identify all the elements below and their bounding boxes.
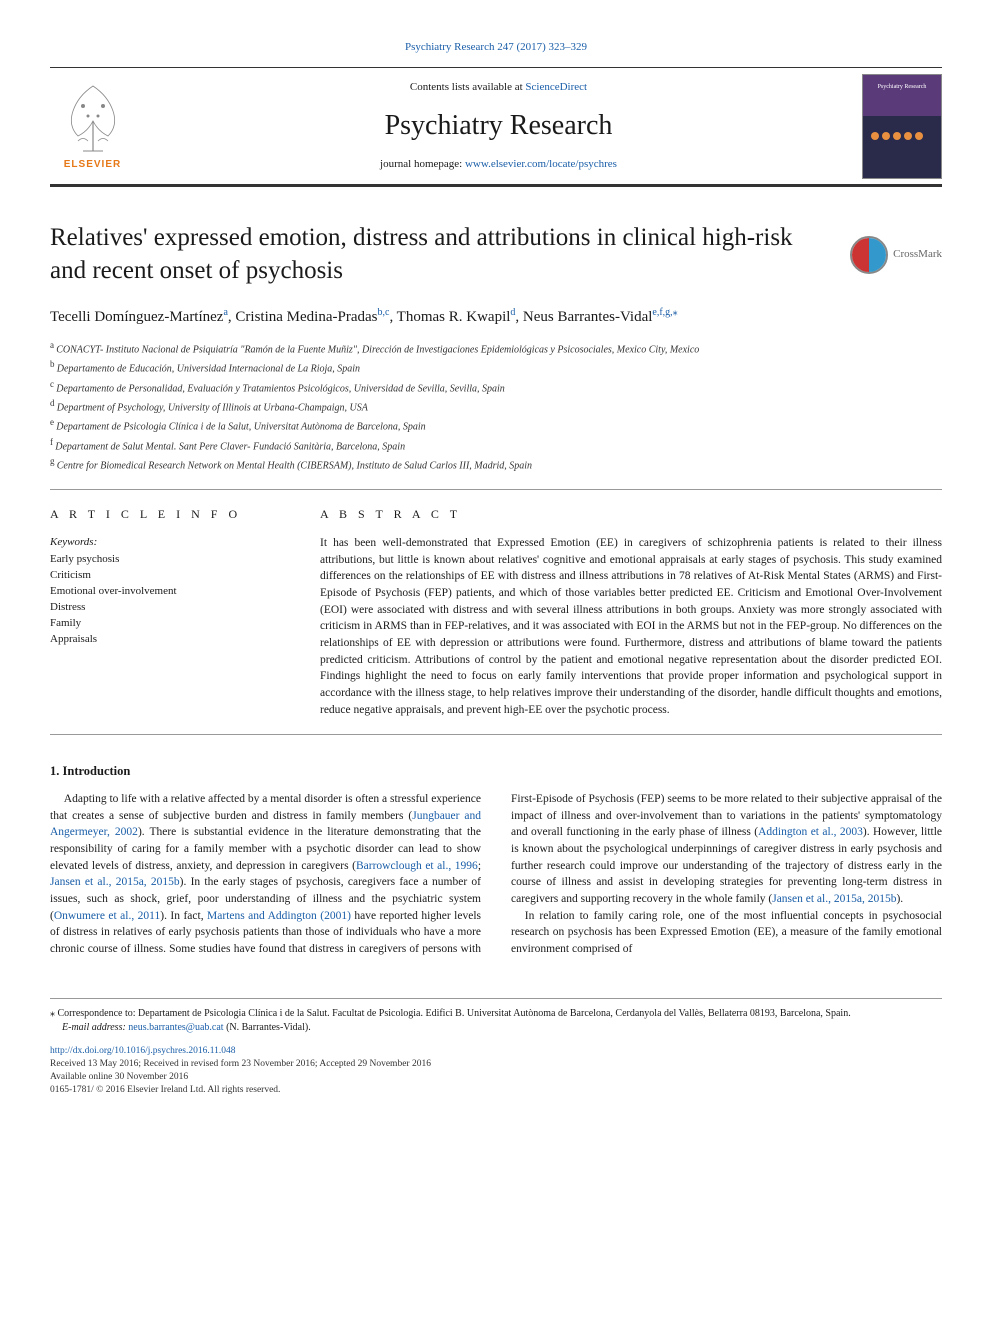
abstract: A B S T R A C T It has been well-demonst… [320,506,942,718]
citation-link[interactable]: Jungbauer and Angermeyer, 2002 [50,810,481,839]
info-abstract-row: A R T I C L E I N F O Keywords: Early ps… [50,506,942,718]
divider [50,489,942,490]
affiliation: g Centre for Biomedical Research Network… [50,455,942,473]
keyword: Appraisals [50,632,280,648]
section-heading: 1. Introduction [50,763,942,781]
keyword: Family [50,616,280,632]
affiliation: a CONACYT- Instituto Nacional de Psiquia… [50,339,942,357]
citation-link[interactable]: Jansen et al., 2015a, 2015b [50,876,180,888]
crossmark-icon [850,236,888,274]
keyword: Distress [50,600,280,616]
keyword: Emotional over-involvement [50,584,280,600]
article-info-label: A R T I C L E I N F O [50,506,280,523]
keywords-list: Early psychosisCriticismEmotional over-i… [50,552,280,648]
elsevier-logo[interactable]: ELSEVIER [50,76,135,176]
body-paragraph: In relation to family caring role, one o… [511,908,942,958]
abstract-label: A B S T R A C T [320,506,942,523]
author: Cristina Medina-Pradasb,c [235,309,389,325]
affiliations-list: a CONACYT- Instituto Nacional de Psiquia… [50,339,942,473]
journal-homepage-link[interactable]: www.elsevier.com/locate/psychres [465,158,617,170]
correspondence-footnote: ⁎ Correspondence to: Departament de Psic… [50,1007,942,1021]
affiliation: b Departamento de Educación, Universidad… [50,358,942,376]
author-affil-sup[interactable]: e,f,g,⁎ [652,307,677,318]
elsevier-logo-text: ELSEVIER [64,158,121,172]
author: Neus Barrantes-Vidale,f,g,⁎ [523,309,678,325]
body-columns: Adapting to life with a relative affecte… [50,791,942,958]
top-citation-link[interactable]: Psychiatry Research 247 (2017) 323–329 [405,41,587,53]
copyright-line: 0165-1781/ © 2016 Elsevier Ireland Ltd. … [50,1084,942,1097]
homepage-prefix: journal homepage: [380,158,465,170]
citation-link[interactable]: Addington et al., 2003 [758,826,863,838]
affiliation: c Departamento de Personalidad, Evaluaci… [50,378,942,396]
keyword: Criticism [50,568,280,584]
email-label: E-mail address: [62,1022,128,1033]
journal-header: ELSEVIER Contents lists available at Sci… [50,67,942,187]
crossmark-badge[interactable]: CrossMark [850,222,942,287]
author-affil-sup[interactable]: a [223,307,227,318]
affiliation: f Departament de Salut Mental. Sant Pere… [50,436,942,454]
header-center: Contents lists available at ScienceDirec… [135,68,862,184]
correspondence-text: Correspondence to: Departament de Psicol… [58,1008,851,1019]
footnotes: ⁎ Correspondence to: Departament de Psic… [50,998,942,1035]
crossmark-label: CrossMark [893,247,942,262]
journal-title: Psychiatry Research [135,106,862,145]
cover-thumb-label: Psychiatry Research [868,83,936,91]
homepage-line: journal homepage: www.elsevier.com/locat… [135,157,862,172]
contents-prefix: Contents lists available at [410,81,525,93]
keyword: Early psychosis [50,552,280,568]
affiliation: d Department of Psychology, University o… [50,397,942,415]
body-section: 1. Introduction Adapting to life with a … [50,763,942,957]
online-date: Available online 30 November 2016 [50,1071,942,1084]
divider [50,734,942,735]
citation-link[interactable]: Onwumere et al., 2011 [54,910,160,922]
received-dates: Received 13 May 2016; Received in revise… [50,1058,942,1071]
author: Tecelli Domínguez-Martíneza [50,309,228,325]
sciencedirect-link[interactable]: ScienceDirect [525,81,587,93]
corresponding-email-link[interactable]: neus.barrantes@uab.cat [128,1022,223,1033]
top-citation: Psychiatry Research 247 (2017) 323–329 [50,40,942,55]
email-footnote: E-mail address: neus.barrantes@uab.cat (… [50,1021,942,1035]
keywords-label: Keywords: [50,535,280,550]
doi-link[interactable]: http://dx.doi.org/10.1016/j.psychres.201… [50,1046,236,1056]
elsevier-tree-icon [58,81,128,156]
author-affil-sup[interactable]: b,c [377,307,389,318]
article-info: A R T I C L E I N F O Keywords: Early ps… [50,506,280,718]
publication-info: http://dx.doi.org/10.1016/j.psychres.201… [50,1045,942,1098]
article-title: Relatives' expressed emotion, distress a… [50,222,830,287]
article-head: Relatives' expressed emotion, distress a… [50,222,942,287]
contents-line: Contents lists available at ScienceDirec… [135,80,862,95]
citation-link[interactable]: Martens and Addington (2001) [207,910,351,922]
journal-cover-thumb[interactable]: Psychiatry Research [862,74,942,179]
authors-list: Tecelli Domínguez-Martíneza, Cristina Me… [50,305,942,329]
citation-link[interactable]: Jansen et al., 2015a, 2015b [772,893,896,905]
abstract-text: It has been well-demonstrated that Expre… [320,535,942,718]
correspondence-marker: ⁎ [50,1008,55,1019]
email-suffix: (N. Barrantes-Vidal). [224,1022,311,1033]
author: Thomas R. Kwapild [397,309,516,325]
author-affil-sup[interactable]: d [510,307,515,318]
cover-thumb-dots [871,132,933,140]
affiliation: e Departament de Psicologia Clínica i de… [50,416,942,434]
citation-link[interactable]: Barrowclough et al., 1996 [356,860,478,872]
